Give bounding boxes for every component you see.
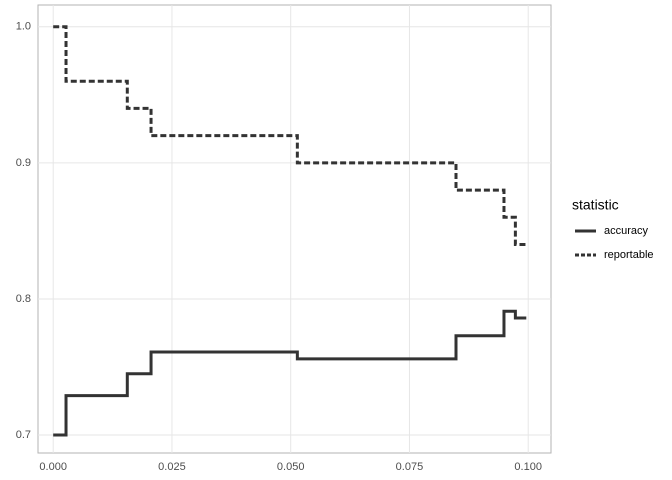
legend-title: statistic	[572, 197, 619, 213]
x-tick-label: 0.050	[277, 461, 305, 473]
y-tick-label: 0.8	[16, 293, 31, 305]
series-line	[53, 309, 527, 437]
panel	[37, 4, 552, 454]
x-tick-label: 0.025	[158, 461, 186, 473]
y-tick-label: 0.9	[16, 157, 31, 169]
y-tick-label: 0.7	[16, 429, 31, 441]
legend-label: accuracy	[604, 225, 649, 237]
y-tick-label: 1.0	[16, 21, 31, 33]
x-tick-label: 0.075	[396, 461, 424, 473]
x-tick-label: 0.100	[514, 461, 542, 473]
legend-label: reportable	[604, 249, 654, 261]
x-tick-label: 0.000	[39, 461, 67, 473]
